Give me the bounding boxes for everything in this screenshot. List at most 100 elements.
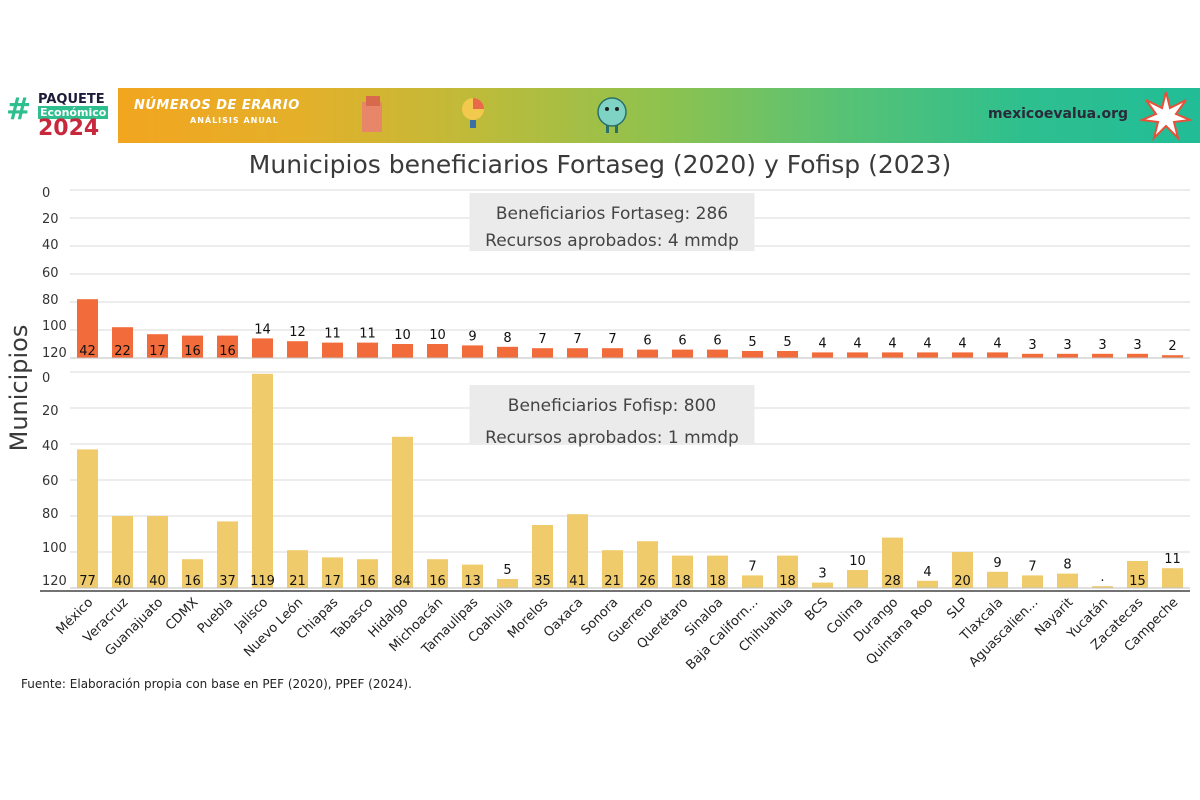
bar-fofisp (847, 570, 868, 588)
bar-value-label-fofisp: 5 (503, 563, 511, 578)
bar-fortaseg (987, 352, 1008, 358)
bar-fofisp (882, 537, 903, 588)
bar-value-label-fortaseg: 12 (289, 325, 306, 340)
bar-value-label-fortaseg: 4 (923, 336, 931, 351)
bar-fortaseg (1092, 353, 1113, 358)
bar-value-label-fofisp: 4 (923, 565, 931, 580)
bar-fortaseg (777, 351, 798, 358)
bar-fortaseg (602, 348, 623, 358)
bar-fortaseg (252, 338, 273, 358)
bar-fofisp (322, 557, 343, 588)
bar-fofisp (497, 579, 518, 588)
bar-fortaseg (427, 344, 448, 358)
annotation-box-fortaseg (469, 193, 755, 251)
bar-value-label-fortaseg: 3 (1133, 338, 1141, 353)
x-tick-label: Puebla (195, 595, 236, 636)
pie-chart-illustration-icon (462, 98, 484, 128)
bar-fortaseg (1057, 353, 1078, 358)
mexico-evalua-star-icon (1140, 91, 1192, 142)
bar-fortaseg (322, 342, 343, 358)
bar-fofisp (112, 516, 133, 588)
bar-value-label-fortaseg: 6 (678, 334, 686, 349)
bar-fofisp (532, 525, 553, 588)
bar-fortaseg (707, 349, 728, 358)
bar-value-label-fofisp: 16 (359, 574, 376, 589)
x-tick-label: Oaxaca (541, 595, 586, 640)
bar-value-label-fortaseg: 4 (958, 336, 966, 351)
bar-fofisp (812, 582, 833, 588)
bar-fortaseg (357, 342, 378, 358)
bar-fofisp (252, 373, 273, 588)
bar-fortaseg (567, 348, 588, 358)
y-tick-label-fofisp: 60 (42, 474, 59, 489)
bar-value-label-fortaseg: 5 (748, 335, 756, 350)
bar-value-label-fortaseg: 4 (853, 336, 861, 351)
bar-fofisp (462, 564, 483, 588)
bar-value-label-fofisp: 84 (394, 574, 411, 589)
bar-value-label-fofisp: 40 (114, 574, 131, 589)
logo-line-2: Económico (38, 106, 109, 119)
y-tick-label-fortaseg: 0 (42, 186, 50, 201)
bar-fortaseg (462, 345, 483, 358)
bar-fortaseg (1127, 353, 1148, 358)
site-link[interactable]: mexicoevalua.org (988, 106, 1128, 122)
bar-fortaseg (1022, 353, 1043, 358)
annotation-text-fortaseg: Recursos aprobados: 4 mmdp (485, 231, 739, 251)
annotation-text-fofisp: Beneficiarios Fofisp: 800 (508, 396, 716, 416)
bar-fofisp (1162, 568, 1183, 588)
logo-line-3: 2024 (38, 116, 100, 141)
bar-fofisp (567, 514, 588, 588)
bar-value-label-fofisp: 15 (1129, 574, 1146, 589)
bar-value-label-fortaseg: 4 (993, 336, 1001, 351)
x-tick-label: BCS (802, 595, 831, 624)
bar-value-label-fofisp: 10 (849, 554, 866, 569)
bar-fofisp (1127, 561, 1148, 588)
bar-value-label-fortaseg: 4 (888, 336, 896, 351)
y-tick-label-fofisp: 40 (42, 439, 59, 454)
bar-value-label-fortaseg: 7 (608, 332, 616, 347)
bar-fofisp (427, 559, 448, 588)
bar-value-label-fortaseg: 2 (1168, 339, 1176, 354)
bar-fortaseg (287, 341, 308, 358)
brand-title: NÚMEROS DE ERARIO (134, 98, 300, 113)
bar-fofisp (357, 559, 378, 588)
bar-value-label-fofisp: 21 (289, 574, 306, 589)
bar-fortaseg (812, 352, 833, 358)
bar-fofisp (1057, 573, 1078, 588)
y-tick-label-fofisp: 20 (42, 404, 59, 419)
bar-value-label-fortaseg: 14 (254, 322, 271, 337)
y-tick-label-fortaseg: 20 (42, 212, 59, 227)
bar-fortaseg (77, 299, 98, 358)
bar-value-label-fortaseg: 22 (114, 344, 131, 359)
bar-value-label-fofisp: 16 (184, 574, 201, 589)
bar-value-label-fofisp: 8 (1063, 558, 1071, 573)
bar-fofisp (672, 555, 693, 588)
bar-value-label-fofisp: 26 (639, 574, 656, 589)
annotation-box-fofisp (469, 385, 755, 443)
bar-fofisp (287, 550, 308, 588)
bar-value-label-fofisp: 119 (250, 574, 275, 589)
bar-fortaseg (112, 327, 133, 358)
bar-fortaseg (147, 334, 168, 358)
bar-value-label-fofisp: 35 (534, 574, 551, 589)
bar-value-label-fofisp: 11 (1164, 552, 1181, 567)
bar-fofisp (182, 559, 203, 588)
bar-fortaseg (532, 348, 553, 358)
bar-value-label-fortaseg: 8 (503, 331, 511, 346)
x-tick-label: SLP (944, 595, 971, 622)
bar-fofisp (77, 449, 98, 588)
bar-value-label-fortaseg: 6 (713, 334, 721, 349)
bar-fortaseg (497, 346, 518, 358)
hashtag-icon: # (6, 92, 32, 127)
bar-fortaseg (217, 335, 238, 358)
mascot-illustration-icon (597, 97, 627, 133)
paquete-economico-logo: # PAQUETE Económico 2024 (0, 88, 118, 143)
bar-value-label-fofisp: 13 (464, 574, 481, 589)
bar-fofisp (1022, 575, 1043, 588)
bar-fortaseg (847, 352, 868, 358)
y-tick-label-fortaseg: 40 (42, 238, 59, 253)
bar-fortaseg (882, 352, 903, 358)
bar-fofisp (707, 555, 728, 588)
bar-value-label-fortaseg: 3 (1028, 338, 1036, 353)
